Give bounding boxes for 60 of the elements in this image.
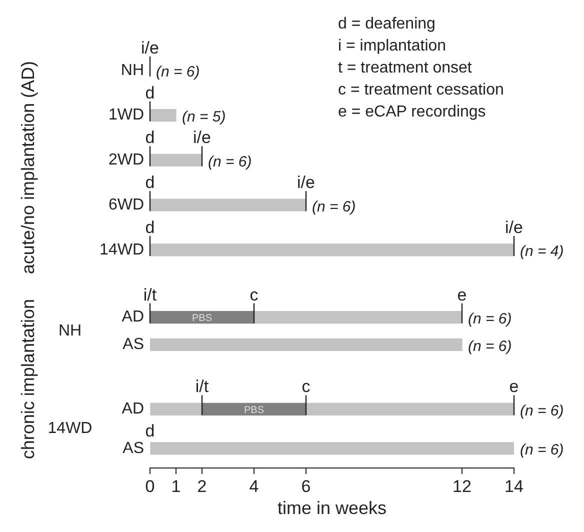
bar xyxy=(150,198,306,212)
annotation: e xyxy=(457,285,467,304)
annotation: d xyxy=(145,218,155,237)
annotation: d xyxy=(145,128,155,148)
y-tick-label: AD xyxy=(122,400,144,418)
annotation: (n = 6) xyxy=(208,153,252,170)
annotation: t = treatment onset xyxy=(338,59,472,76)
bar xyxy=(150,108,176,122)
annotation: i/e xyxy=(193,128,211,148)
y-tick-label: 2WD xyxy=(108,152,144,169)
annotation: (n = 6) xyxy=(468,310,512,328)
annotation: (n = 6) xyxy=(520,442,564,459)
annotation: d xyxy=(145,83,155,102)
x-tick-label: 12 xyxy=(452,476,472,496)
annotation: (n = 4) xyxy=(520,243,564,260)
annotation: i/t xyxy=(195,377,209,396)
x-tick-label: 1 xyxy=(171,476,181,496)
annotation: c xyxy=(302,377,311,396)
series-label: PBS xyxy=(192,313,212,324)
x-tick-label: 14 xyxy=(504,476,524,496)
annotation: (n = 6) xyxy=(520,402,564,420)
bar xyxy=(150,402,202,416)
annotation: i/e xyxy=(297,173,315,192)
text: NH xyxy=(58,322,82,340)
bar xyxy=(150,154,202,167)
annotation: (n = 5) xyxy=(182,108,226,126)
annotation: d xyxy=(145,421,155,440)
annotation: c = treatment cessation xyxy=(338,81,504,98)
series-label: PBS xyxy=(244,404,264,416)
bar xyxy=(306,402,514,416)
x-axis-title: time in weeks xyxy=(277,498,387,518)
x-tick-label: 6 xyxy=(301,476,311,496)
y-tick-label: AD xyxy=(122,308,144,326)
annotation: d xyxy=(145,173,155,192)
bar xyxy=(202,402,306,416)
y-tick-label: AS xyxy=(122,440,144,457)
x-tick-label: 2 xyxy=(197,476,207,496)
bar xyxy=(150,442,514,455)
annotation: (n = 6) xyxy=(156,64,200,81)
annotation: e = eCAP recordings xyxy=(338,103,486,120)
annotation: (n = 6) xyxy=(312,198,356,216)
annotation: i = implantation xyxy=(338,37,446,54)
annotation: i/e xyxy=(505,218,523,237)
text: 14WD xyxy=(48,420,92,438)
annotation: i/e xyxy=(141,38,159,58)
bar xyxy=(150,244,514,256)
x-tick-label: 4 xyxy=(249,476,259,496)
y-axis-title: acute/no implantation (AD) xyxy=(18,61,38,275)
y-tick-label: 1WD xyxy=(108,106,144,124)
y-tick-label: AS xyxy=(122,336,144,354)
y-tick-label: 6WD xyxy=(108,196,144,214)
y-tick-label: NH xyxy=(120,62,144,79)
y-axis-title: chronic implantation xyxy=(18,298,38,460)
y-tick-label: 14WD xyxy=(100,241,144,258)
annotation: (n = 6) xyxy=(468,338,512,355)
x-tick-label: 0 xyxy=(145,476,155,496)
text: d = deafening xyxy=(338,15,436,32)
annotation: i/t xyxy=(143,285,157,304)
annotation: c xyxy=(250,285,259,304)
annotation: e xyxy=(509,377,519,396)
